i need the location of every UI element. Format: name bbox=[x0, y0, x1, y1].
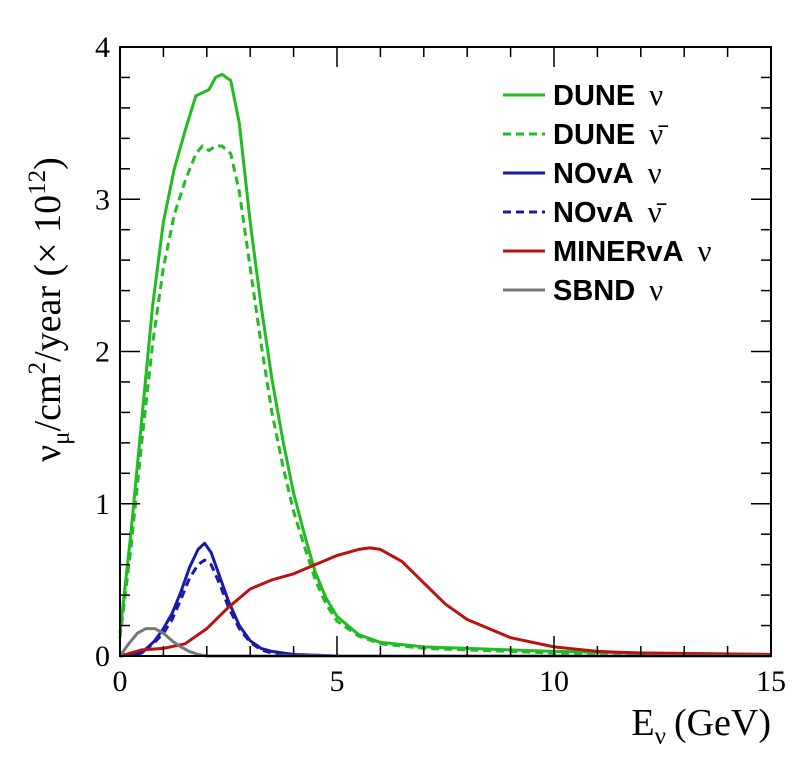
legend-label: NOvA ν bbox=[553, 155, 662, 190]
x-tick-label: 15 bbox=[756, 665, 786, 698]
x-tick-label: 5 bbox=[330, 665, 345, 698]
series-curves bbox=[118, 72, 772, 658]
series-line-minerva-nu bbox=[119, 546, 772, 658]
legend-label: DUNE ν bbox=[553, 77, 663, 112]
y-tick-label: 2 bbox=[95, 336, 110, 369]
y-tick-label: 3 bbox=[95, 183, 110, 216]
legend-label: MINERvA ν bbox=[553, 233, 712, 268]
y-tick-label: 0 bbox=[95, 640, 110, 673]
y-tick-label: 1 bbox=[95, 488, 110, 521]
x-tick-label: 0 bbox=[113, 665, 128, 698]
legend-label: DUNE ν̄ bbox=[553, 116, 668, 151]
legend-label: SBND ν bbox=[553, 272, 663, 307]
y-axis-title: νμ/cm2/year (× 1012) bbox=[24, 157, 75, 462]
legend-label: NOvA ν̄ bbox=[553, 194, 667, 229]
x-tick-label: 10 bbox=[539, 665, 569, 698]
tick-labels: 0 5 10 15 0 1 2 3 4 bbox=[95, 31, 786, 698]
x-axis-title: Eν (GeV) bbox=[631, 702, 771, 750]
y-tick-label: 4 bbox=[95, 31, 110, 64]
legend: DUNE ν DUNE ν̄ NOvA ν NOvA ν̄ MINERvA ν SBND ν bbox=[503, 77, 712, 307]
axis-ticks bbox=[119, 46, 772, 657]
plot-frame bbox=[119, 46, 772, 657]
series-line-nova-nu bbox=[119, 541, 771, 658]
